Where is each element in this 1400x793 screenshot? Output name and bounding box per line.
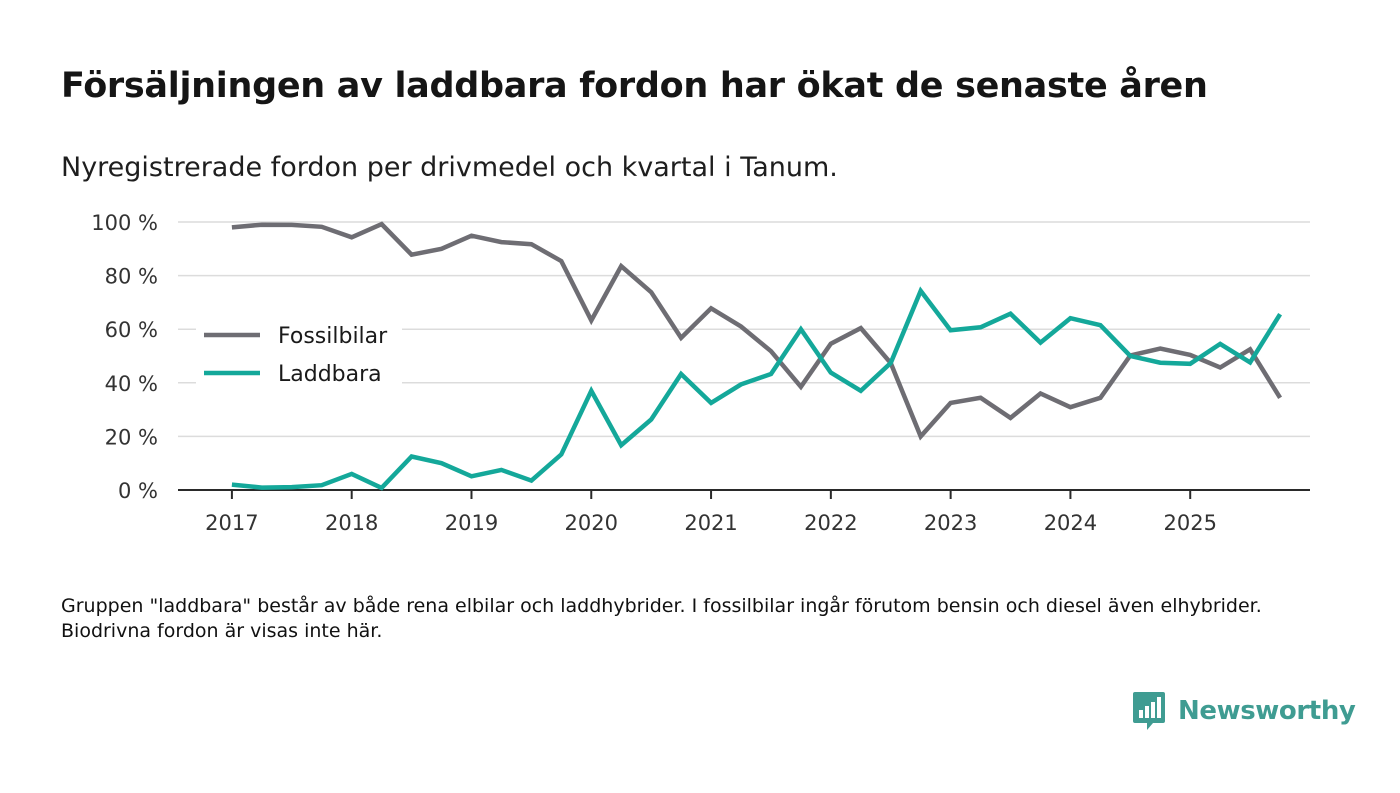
newsworthy-logo-icon xyxy=(1133,692,1165,730)
x-tick-label: 2022 xyxy=(804,511,857,535)
y-tick-label: 40 % xyxy=(105,372,158,396)
footnote: Gruppen "laddbara" består av både rena e… xyxy=(61,595,1262,642)
legend-label-fossilbilar: Fossilbilar xyxy=(278,324,388,349)
x-tick-label: 2020 xyxy=(565,511,618,535)
x-tick-label: 2025 xyxy=(1163,511,1216,535)
x-tick-label: 2024 xyxy=(1044,511,1097,535)
legend-label-laddbara: Laddbara xyxy=(278,362,382,387)
series-line-laddbara xyxy=(231,286,1283,491)
y-tick-label: 20 % xyxy=(105,425,158,449)
brand-name: Newsworthy xyxy=(1178,696,1356,726)
series-line-fossilbilar xyxy=(231,221,1283,441)
y-tick-label: 100 % xyxy=(91,211,158,235)
x-tick-label: 2018 xyxy=(325,511,378,535)
legend-background xyxy=(196,316,402,394)
chart-title: Försäljningen av laddbara fordon har öka… xyxy=(61,66,1208,106)
x-tick-label: 2021 xyxy=(684,511,737,535)
y-tick-label: 60 % xyxy=(105,318,158,342)
y-tick-label: 80 % xyxy=(105,265,158,289)
x-tick-label: 2017 xyxy=(205,511,258,535)
y-tick-label: 0 % xyxy=(118,479,158,503)
brand-logo[interactable]: Newsworthy xyxy=(1132,690,1356,732)
x-tick-label: 2019 xyxy=(445,511,498,535)
chart-subtitle: Nyregistrerade fordon per drivmedel och … xyxy=(61,152,838,183)
x-tick-label: 2023 xyxy=(924,511,977,535)
